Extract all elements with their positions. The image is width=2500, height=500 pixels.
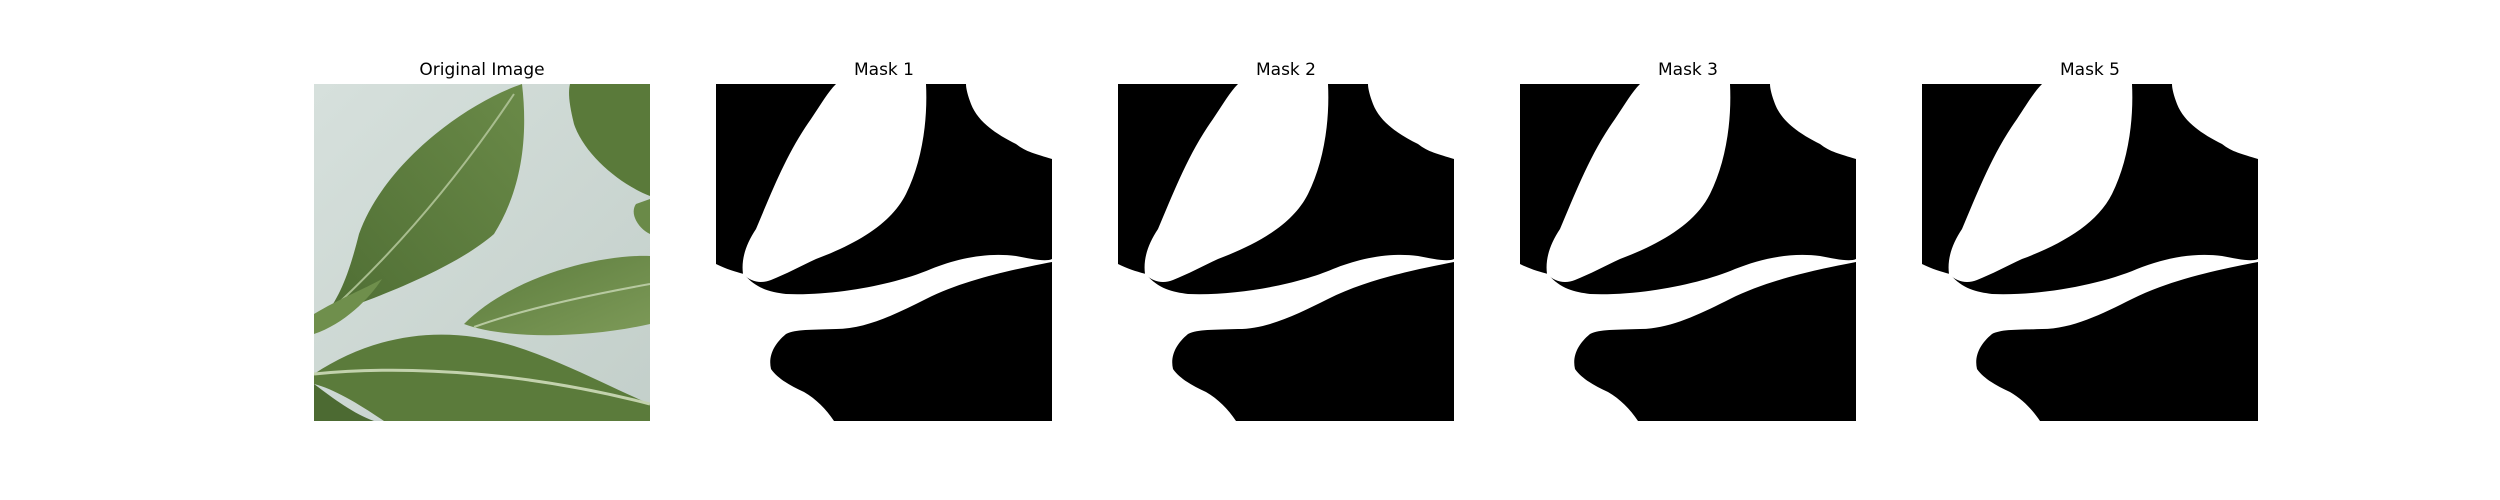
mask-5-image xyxy=(1922,84,2258,421)
mask-1-image xyxy=(716,84,1052,421)
mask-2-image xyxy=(1118,84,1454,421)
panel-title: Original Image xyxy=(419,60,545,80)
panel-title: Mask 5 xyxy=(2059,60,2120,80)
mask-3-image xyxy=(1520,84,1856,421)
panel-title: Mask 1 xyxy=(853,60,914,80)
original-image xyxy=(314,84,650,421)
panel-title: Mask 3 xyxy=(1657,60,1718,80)
panel-title: Mask 2 xyxy=(1255,60,1316,80)
